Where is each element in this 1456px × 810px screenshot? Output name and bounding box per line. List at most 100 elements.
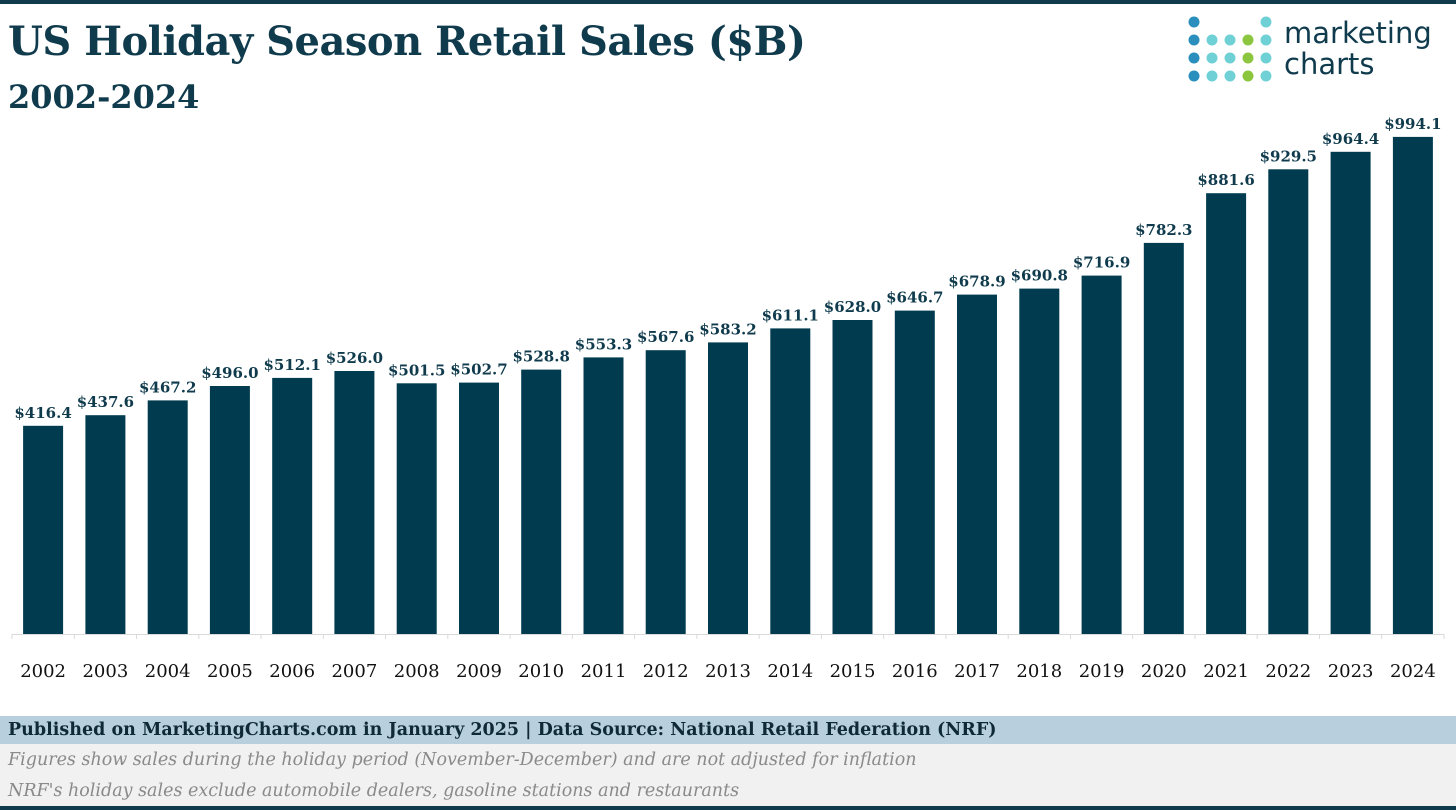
data-label: $416.4	[14, 404, 71, 422]
bar	[832, 320, 873, 634]
x-tick-label: 2014	[767, 661, 813, 682]
data-label: $964.4	[1322, 130, 1379, 148]
x-tick-label: 2023	[1328, 661, 1374, 682]
x-tick-label: 2024	[1390, 661, 1436, 682]
x-tick-label: 2011	[581, 661, 627, 682]
logo-dot	[1224, 34, 1236, 46]
bar	[147, 400, 188, 634]
data-label: $690.8	[1011, 267, 1068, 285]
top-rule	[0, 0, 1456, 4]
chart-subtitle: 2002-2024	[8, 78, 200, 116]
bar	[1019, 288, 1060, 634]
logo-dot	[1206, 34, 1218, 46]
bar	[770, 328, 811, 634]
x-tick-label: 2021	[1203, 661, 1249, 682]
bar	[1081, 275, 1122, 634]
data-label: $512.1	[263, 356, 320, 374]
logo-wordmark: marketing charts	[1284, 18, 1432, 80]
logo-dot	[1224, 70, 1236, 82]
bar	[459, 382, 499, 634]
logo-dot	[1242, 34, 1254, 46]
bar	[1392, 136, 1433, 634]
x-tick-label: 2019	[1079, 661, 1125, 682]
bar	[1143, 242, 1184, 634]
data-label: $567.6	[637, 328, 694, 346]
bar-chart: $416.4 2002 $437.6 2003 $467.2 2004 $496.0 2005…	[0, 110, 1456, 715]
data-label: $526.0	[326, 349, 383, 367]
x-tick-label: 2017	[954, 661, 1000, 682]
x-tick-label: 2020	[1141, 661, 1187, 682]
x-tick-label: 2009	[456, 661, 502, 682]
x-tick-label: 2022	[1265, 661, 1311, 682]
data-label: $628.0	[824, 298, 881, 316]
x-tick-label: 2005	[207, 661, 253, 682]
data-label: $881.6	[1197, 171, 1254, 189]
data-label: $611.1	[762, 306, 819, 324]
footer-source: Published on MarketingCharts.com in Janu…	[0, 716, 1456, 744]
footer: Published on MarketingCharts.com in Janu…	[0, 716, 1456, 810]
data-label: $782.3	[1135, 221, 1192, 239]
logo-dot	[1188, 34, 1200, 46]
bar	[209, 386, 250, 634]
bar	[85, 415, 126, 634]
data-label: $437.6	[77, 393, 134, 411]
data-label: $716.9	[1073, 254, 1130, 272]
marketingcharts-logo: marketing charts	[1186, 14, 1448, 86]
bar	[23, 425, 64, 634]
data-label: $496.0	[201, 364, 258, 382]
bottom-rule	[0, 806, 1456, 810]
footer-note: Figures show sales during the holiday pe…	[8, 750, 917, 770]
bar	[1268, 169, 1309, 635]
footer-notes: Figures show sales during the holiday pe…	[0, 744, 1456, 810]
logo-dots-icon	[1188, 16, 1272, 82]
x-tick-label: 2006	[269, 661, 315, 682]
data-label: $929.5	[1260, 147, 1317, 165]
logo-dot	[1260, 70, 1272, 82]
bar	[1330, 151, 1371, 635]
data-label: $528.8	[512, 348, 569, 366]
x-tick-label: 2007	[331, 661, 377, 682]
data-label: $646.7	[886, 289, 943, 307]
bar	[894, 310, 935, 634]
bar	[396, 383, 437, 634]
bar	[1206, 193, 1247, 634]
data-label: $467.2	[139, 378, 196, 396]
x-tick-label: 2002	[20, 661, 66, 682]
logo-dot	[1260, 34, 1272, 46]
logo-dot	[1260, 52, 1272, 64]
x-tick-label: 2012	[643, 661, 689, 682]
logo-dot	[1188, 52, 1200, 64]
logo-dot	[1188, 16, 1200, 28]
x-tick-label: 2018	[1016, 661, 1062, 682]
data-label: $678.9	[948, 273, 1005, 291]
bar	[272, 377, 313, 634]
logo-dot	[1206, 70, 1218, 82]
bar-chart-svg: $416.4 2002 $437.6 2003 $467.2 2004 $496.0 2005…	[11, 115, 1445, 682]
bar	[645, 350, 686, 634]
logo-line-2: charts	[1284, 47, 1375, 81]
x-tick-label: 2003	[82, 661, 128, 682]
x-tick-label: 2010	[518, 661, 564, 682]
chart-title: US Holiday Season Retail Sales ($B)	[8, 18, 806, 65]
x-tick-label: 2013	[705, 661, 751, 682]
bar	[708, 342, 748, 634]
bar	[334, 371, 375, 634]
data-label: $994.1	[1384, 115, 1441, 133]
x-tick-label: 2008	[394, 661, 440, 682]
bar	[957, 294, 997, 634]
logo-dot	[1206, 52, 1218, 64]
data-label: $502.7	[450, 361, 507, 379]
data-label: $553.3	[575, 335, 632, 353]
logo-dot	[1242, 70, 1254, 82]
logo-line-1: marketing	[1284, 16, 1432, 50]
x-tick-label: 2015	[830, 661, 876, 682]
footer-note: NRF's holiday sales exclude automobile d…	[8, 781, 740, 801]
bar	[583, 357, 624, 634]
bar	[521, 369, 562, 634]
data-label: $583.2	[699, 320, 756, 338]
x-tick-label: 2004	[145, 661, 191, 682]
logo-dot	[1188, 70, 1200, 82]
logo-dot	[1224, 52, 1236, 64]
x-tick-label: 2016	[892, 661, 938, 682]
logo-dot	[1242, 52, 1254, 64]
